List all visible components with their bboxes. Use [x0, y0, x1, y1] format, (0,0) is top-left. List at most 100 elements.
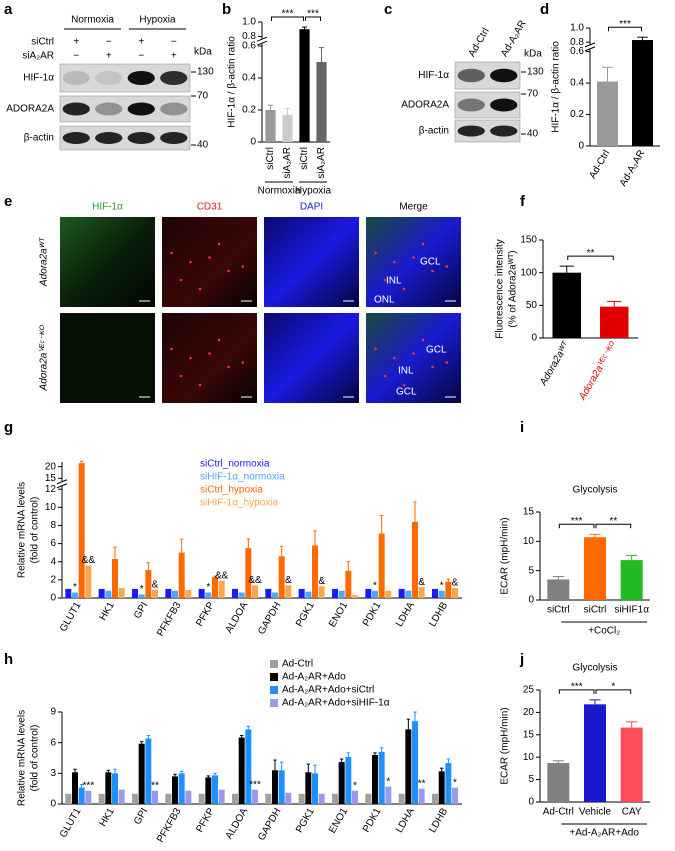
bar	[178, 552, 185, 598]
y-tick-label: 8	[50, 520, 56, 531]
x-tick-label: PFKP	[194, 600, 217, 628]
sign: −	[106, 37, 112, 48]
bar	[178, 773, 185, 804]
blot-band	[95, 102, 123, 116]
x-tick-label: HK1	[98, 600, 117, 623]
bar	[445, 581, 452, 598]
annotation: &&	[248, 575, 262, 586]
annotation: *	[353, 780, 357, 791]
bar	[372, 754, 378, 804]
legend-label: Ad-A₂AR+Ado	[282, 672, 346, 683]
bar	[252, 789, 258, 804]
y-axis-label: HIF-1α / β-actin ratio	[227, 36, 238, 128]
x-tick-label: siCtrl	[547, 605, 570, 616]
bar	[378, 533, 385, 598]
chart-title: Glycolysis	[572, 663, 617, 674]
panel-letter: d	[540, 1, 549, 18]
blot-band	[62, 132, 90, 144]
layer-label: GCL	[420, 257, 441, 268]
bar	[232, 588, 238, 598]
bar	[218, 580, 225, 598]
break-mark	[584, 42, 596, 48]
band-label: β-actin	[419, 126, 449, 137]
break-mark	[56, 479, 68, 485]
significance-bracket	[595, 523, 632, 529]
annotation: *	[386, 776, 390, 787]
micrograph	[366, 217, 461, 307]
panel-letter: i	[520, 419, 524, 436]
annotation: &&	[215, 570, 229, 581]
band-label: HIF-1α	[418, 70, 449, 81]
layer-label: GCL	[426, 345, 447, 356]
x-tick-label: Vehicle	[579, 807, 612, 818]
bar	[165, 793, 172, 804]
y-tick-label: 10	[523, 752, 535, 763]
x-tick-label: Adora2aᵂᵀ	[538, 339, 573, 388]
bar	[205, 777, 212, 804]
x-tick-label: siA₂AR	[316, 147, 327, 179]
x-tick-label: PFKFB3	[155, 806, 184, 845]
annotation: *	[373, 580, 377, 591]
bar	[412, 721, 418, 804]
y-tick-label: 1.0	[242, 17, 256, 28]
y-tick-label: 20	[523, 707, 535, 718]
micrograph	[366, 313, 461, 403]
bar	[112, 559, 118, 598]
y-tick-label: 0.8	[242, 31, 256, 42]
y-axis-label: Relative mRNA levels	[17, 482, 28, 578]
bar	[138, 743, 145, 804]
y-tick-label: 0.2	[570, 109, 584, 120]
bar	[316, 62, 327, 142]
y-tick-label: 0	[578, 141, 584, 152]
sign: −	[73, 51, 79, 62]
y-axis-label: Relative mRNA levels	[17, 710, 28, 806]
significance-bracket	[567, 255, 614, 261]
bar	[78, 787, 85, 804]
bar	[365, 588, 372, 598]
annotation: &	[318, 576, 325, 587]
x-tick-label: siCtrl	[584, 605, 607, 616]
x-tick-label: PFKFB3	[155, 600, 184, 639]
y-tick-label: 10	[45, 502, 57, 513]
blot-band	[457, 68, 485, 83]
annotation: &	[452, 578, 459, 589]
significance-label: ***	[282, 9, 294, 20]
axis-break	[258, 39, 266, 44]
axis-break	[58, 481, 66, 486]
legend-swatch	[270, 660, 278, 668]
x-tick-label: ALDOA	[224, 600, 251, 635]
bar	[385, 786, 392, 804]
significance-label: **	[587, 248, 595, 259]
vessel-signal	[431, 365, 434, 369]
y-tick-label: 12	[45, 484, 57, 495]
x-tick-label: siA₂AR	[282, 147, 293, 179]
y-tick-label: 15	[45, 473, 57, 484]
blot-band	[95, 71, 123, 85]
bar	[418, 587, 425, 598]
bar	[118, 789, 125, 804]
annotation: &	[285, 575, 292, 586]
bar	[345, 570, 352, 598]
layer-label: INL	[386, 276, 402, 287]
bar	[198, 793, 205, 804]
channel-label: HIF-1α	[92, 202, 123, 213]
x-tick-label: Ad-Ctrl	[543, 807, 574, 818]
vessel-signal	[383, 374, 387, 378]
band-label: HIF-1α	[23, 73, 54, 84]
vessel-signal	[217, 338, 221, 342]
bar	[405, 590, 412, 598]
micrograph	[60, 217, 155, 307]
bar	[278, 770, 285, 804]
y-tick-label: 1.0	[570, 23, 584, 34]
bar	[412, 521, 418, 598]
legend-label: siCtrl_hypoxia	[200, 485, 263, 496]
bar	[265, 110, 276, 142]
bar	[232, 793, 238, 804]
vessel-signal	[383, 278, 387, 282]
y-tick-label: 0.6	[570, 46, 584, 57]
bar	[165, 588, 172, 598]
unit-label: kDa	[194, 47, 212, 58]
significance-label: ***	[571, 516, 583, 527]
bar	[85, 565, 92, 598]
bar	[552, 272, 581, 338]
